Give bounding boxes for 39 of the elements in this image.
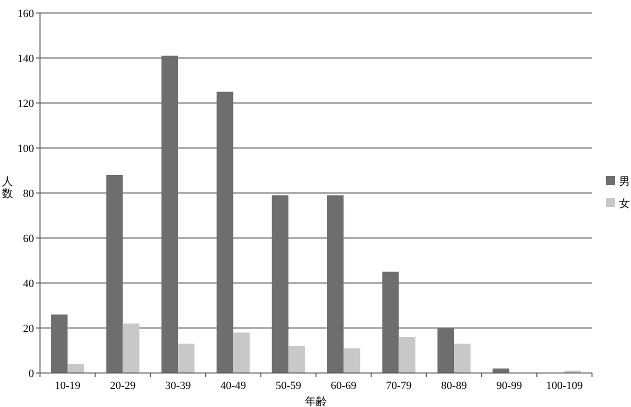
x-tick-label: 30-39 (165, 380, 192, 392)
legend-label: 男 (619, 176, 630, 188)
bar (437, 328, 454, 373)
x-tick-label: 90-99 (496, 380, 523, 392)
x-tick-label: 70-79 (386, 380, 412, 392)
bar (161, 56, 178, 373)
bar (216, 92, 234, 373)
y-tick-label: 140 (18, 53, 34, 65)
bar (344, 348, 360, 373)
y-tick-label: 40 (23, 278, 34, 290)
y-tick-label: 60 (23, 233, 34, 245)
bar (454, 344, 471, 373)
y-tick-label: 20 (23, 323, 34, 335)
x-tick-label: 50-59 (276, 380, 302, 392)
bar (382, 272, 399, 373)
bar (68, 364, 84, 373)
x-axis-title: 年齢 (305, 396, 327, 407)
y-tick-label: 0 (28, 368, 34, 380)
bar (233, 332, 250, 373)
x-tick-label: 60-69 (330, 380, 357, 392)
x-tick-label: 100-109 (546, 380, 584, 392)
bar (398, 337, 416, 373)
x-tick-label: 10-19 (54, 380, 81, 392)
x-tick-label: 20-29 (110, 380, 136, 392)
y-tick-label: 100 (18, 143, 34, 155)
y-tick-label: 80 (23, 188, 34, 200)
y-tick-label: 120 (18, 98, 34, 110)
bar (327, 195, 344, 373)
bar (51, 314, 68, 373)
bar (288, 346, 305, 373)
bar (178, 344, 195, 373)
y-axis-title: 人数 (2, 176, 13, 200)
bar (106, 175, 123, 373)
legend-label: 女 (619, 198, 630, 210)
x-tick-label: 80-89 (441, 380, 468, 392)
y-tick-label: 160 (18, 8, 34, 20)
bar (122, 324, 140, 373)
bar (272, 195, 288, 373)
x-tick-label: 40-49 (220, 380, 247, 392)
